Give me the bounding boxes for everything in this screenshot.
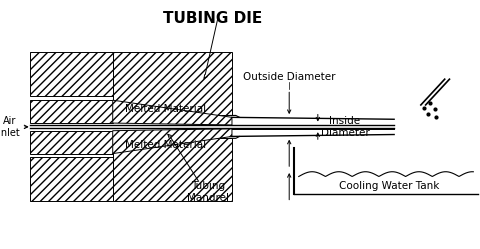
Polygon shape <box>113 53 232 116</box>
Polygon shape <box>113 138 232 201</box>
Polygon shape <box>30 100 113 123</box>
Polygon shape <box>30 53 113 96</box>
Text: Outside Diameter: Outside Diameter <box>243 72 336 82</box>
Polygon shape <box>30 131 113 154</box>
Text: Melted Material: Melted Material <box>125 140 206 150</box>
Polygon shape <box>113 129 232 154</box>
Text: Air
Inlet: Air Inlet <box>0 116 20 138</box>
Text: Tubing
Mandrel: Tubing Mandrel <box>187 181 229 203</box>
Text: TUBING DIE: TUBING DIE <box>163 11 263 26</box>
Text: Cooling Water Tank: Cooling Water Tank <box>339 181 440 191</box>
Text: Inside
Diameter: Inside Diameter <box>321 116 370 138</box>
Polygon shape <box>113 100 232 125</box>
Text: Melted Material: Melted Material <box>125 104 206 114</box>
Polygon shape <box>30 157 113 201</box>
